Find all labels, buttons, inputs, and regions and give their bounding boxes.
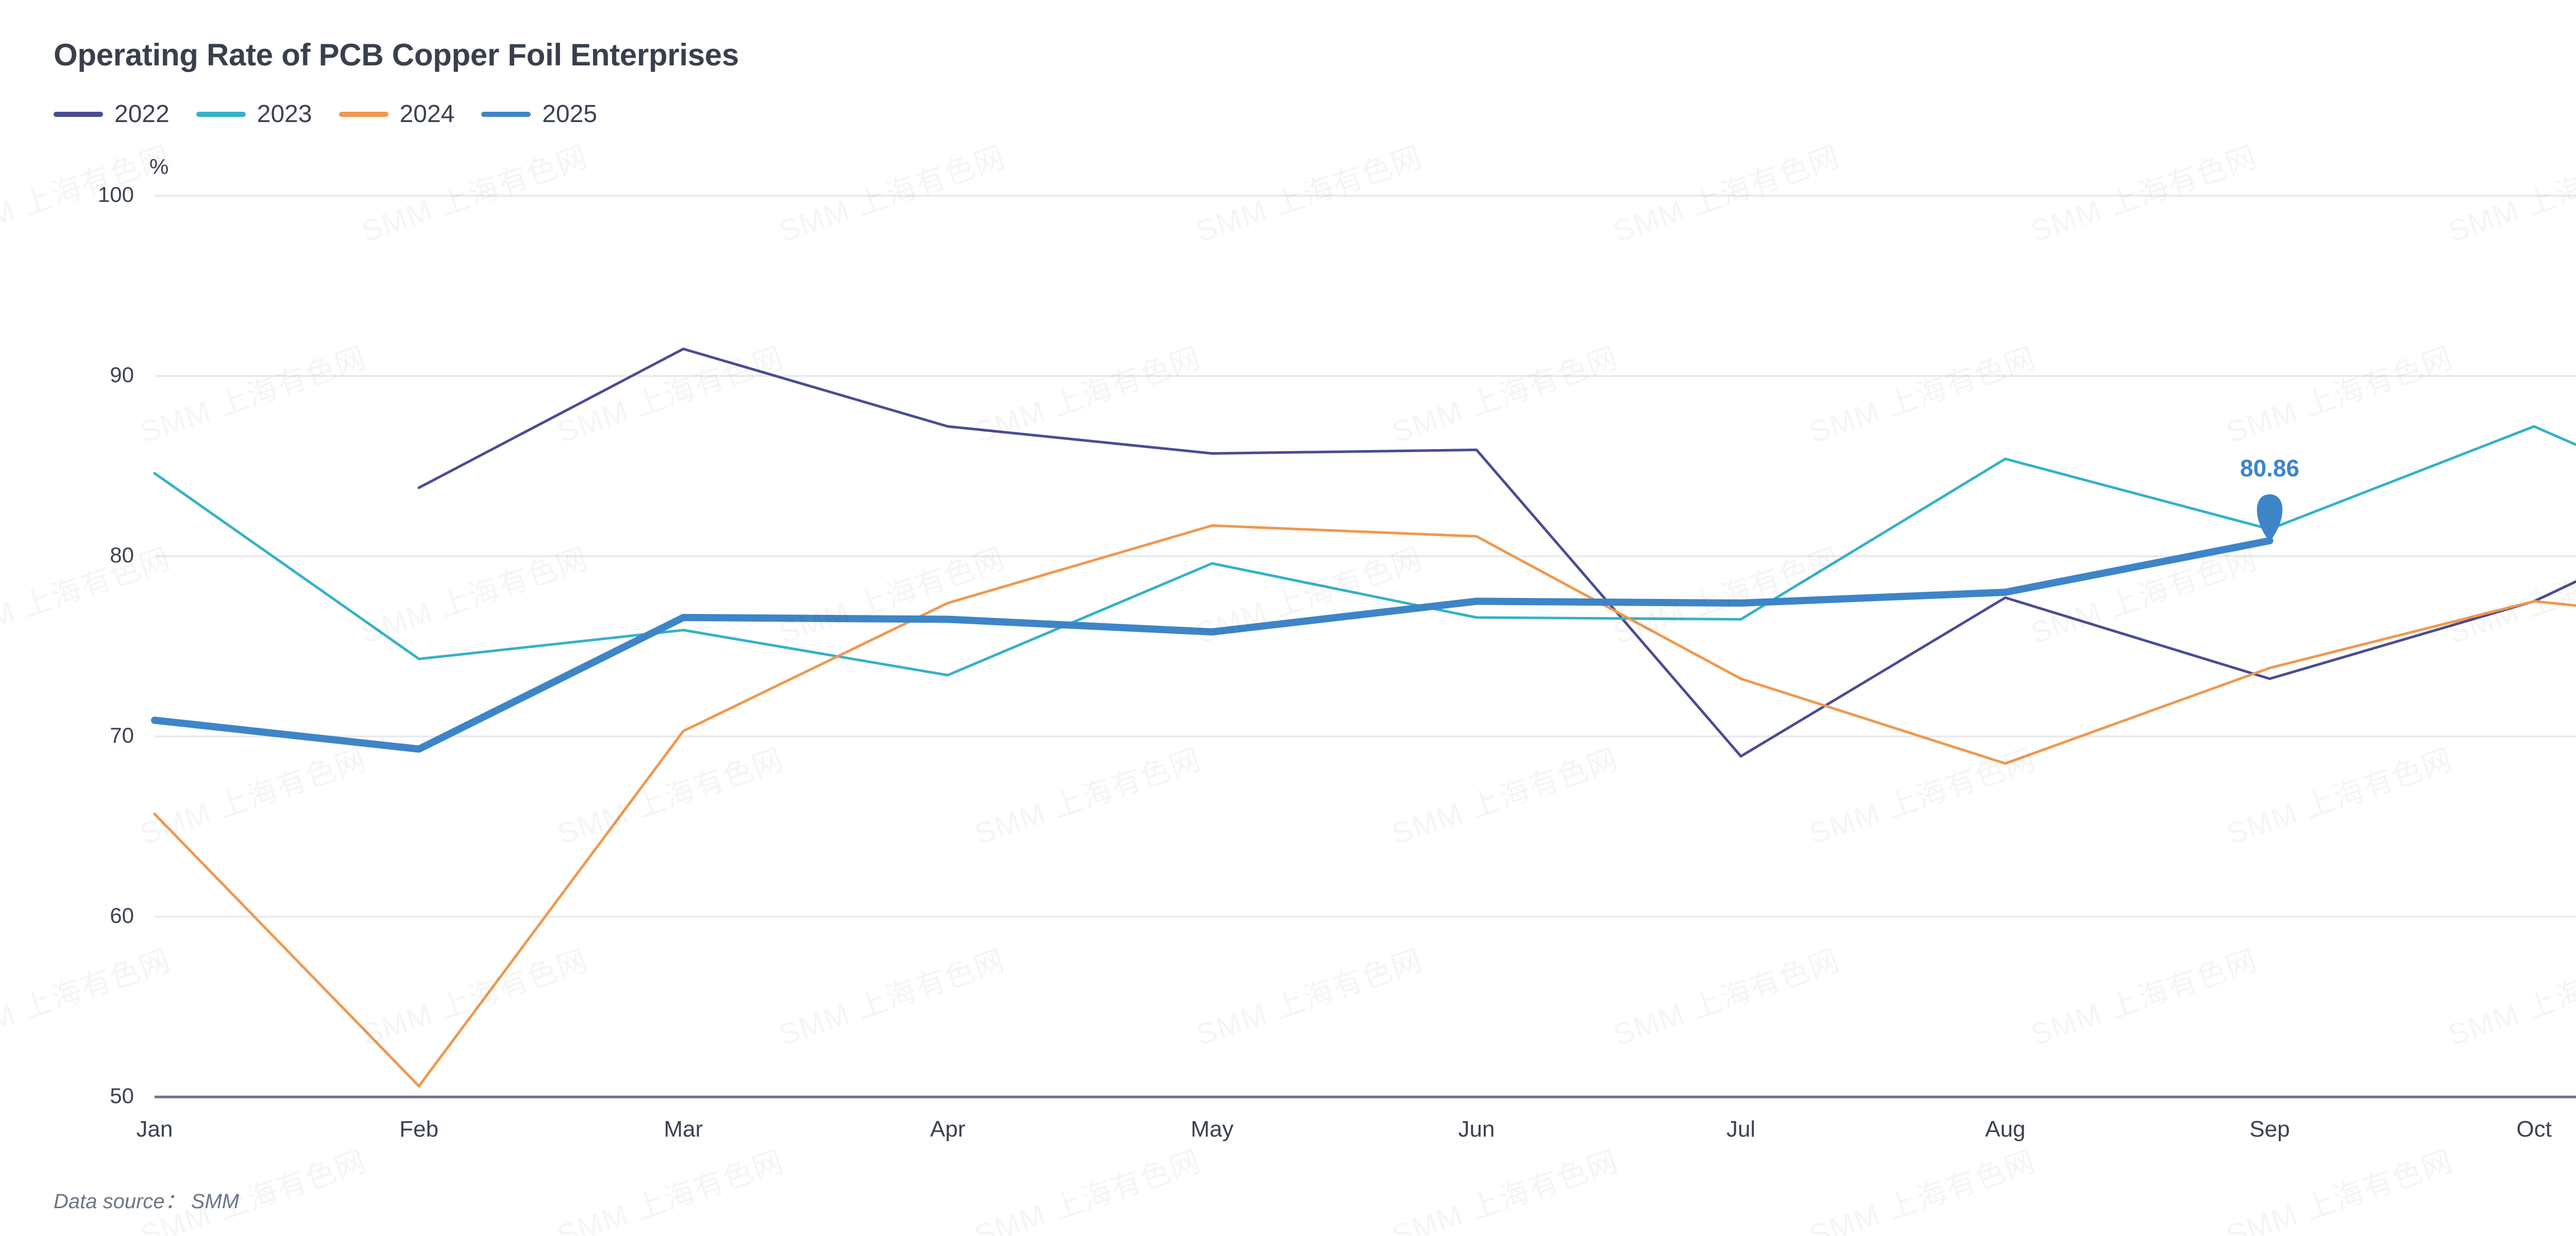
watermark-text: SMM 上海有色网 [2024, 534, 2262, 652]
watermark-text: SMM 上海有色网 [2024, 132, 2262, 250]
watermark-text: SMM 上海有色网 [968, 333, 1206, 451]
watermark-text: SMM 上海有色网 [1190, 132, 1428, 250]
watermark-text: SMM 上海有色网 [968, 1137, 1206, 1236]
legend-label-2022: 2022 [114, 100, 170, 128]
y-axis-tick-100: 100 [97, 182, 134, 207]
watermark-text: SMM 上海有色网 [2220, 333, 2458, 451]
series-line-2023 [153, 425, 2576, 677]
legend-swatch-2024 [338, 112, 388, 117]
x-axis-tick-Aug: Aug [1985, 1117, 2026, 1142]
data-point-pin-marker [2257, 494, 2283, 542]
y-axis-tick-90: 90 [110, 363, 134, 387]
series-line-2024 [153, 524, 2576, 1088]
x-axis-tick-Apr: Apr [930, 1117, 965, 1142]
y-axis-tick-70: 70 [110, 723, 134, 747]
x-axis-tick-May: May [1191, 1117, 1234, 1142]
legend-item-2024[interactable]: 2024 [338, 100, 455, 128]
watermark-text: SMM 上海有色网 [1803, 735, 2041, 853]
watermark-text: SMM 上海有色网 [2220, 735, 2458, 853]
watermark-text: SMM 上海有色网 [772, 534, 1010, 652]
legend-label-2023: 2023 [257, 100, 312, 128]
x-axis-tick-Oct: Oct [2516, 1117, 2552, 1142]
series-line-2025 [151, 537, 2274, 753]
x-axis-tick-Mar: Mar [664, 1117, 703, 1142]
watermark-text: SMM 上海有色网 [1385, 333, 1623, 451]
watermark-text: SMM 上海有色网 [1190, 534, 1428, 652]
watermark-text: SMM 上海有色网 [1607, 936, 1845, 1054]
watermark-text: SMM 上海有色网 [133, 735, 371, 853]
watermark-text: SMM 上海有色网 [1803, 1137, 2041, 1236]
watermark-text: SMM 上海有色网 [551, 735, 789, 853]
y-axis-tick-50: 50 [110, 1084, 134, 1108]
watermark-text: SMM 上海有色网 [1607, 132, 1845, 250]
y-axis-unit-label: % [149, 154, 169, 179]
data-source-footer: Data source： SMM [54, 1190, 240, 1213]
x-axis-tick-Feb: Feb [399, 1117, 439, 1142]
legend-swatch-2023 [196, 112, 246, 117]
legend-label-2024: 2024 [399, 100, 455, 128]
watermark-text: SMM 上海有色网 [2442, 132, 2576, 250]
page-title: Operating Rate of PCB Copper Foil Enterp… [54, 38, 739, 72]
watermark-text: SMM 上海有色网 [1385, 1137, 1623, 1236]
watermark-text: SMM 上海有色网 [355, 936, 593, 1054]
watermark-text: SMM 上海有色网 [2220, 1137, 2458, 1236]
x-axis-tick-Sep: Sep [2249, 1117, 2290, 1142]
watermark-text: SMM 上海有色网 [968, 735, 1206, 853]
watermark-text: SMM 上海有色网 [133, 333, 371, 451]
legend-swatch-2025 [481, 112, 531, 117]
x-axis-tick-Jun: Jun [1458, 1117, 1495, 1142]
series-line-2022 [417, 348, 2576, 758]
chart-legend: 2022 2023 2024 2025 [54, 99, 624, 130]
watermark-text: SMM 上海有色网 [2442, 534, 2576, 652]
legend-label-2025: 2025 [542, 100, 598, 128]
legend-item-2025[interactable]: 2025 [481, 102, 597, 127]
watermark-text: SMM 上海有色网 [1607, 534, 1845, 652]
watermark-text: SMM 上海有色网 [772, 936, 1010, 1054]
legend-swatch-2022 [54, 112, 103, 117]
watermark-text: SMM 上海有色网 [551, 333, 789, 451]
legend-item-2023[interactable]: 2023 [196, 102, 312, 127]
watermark-text: SMM 上海有色网 [2024, 936, 2262, 1054]
watermark-text: SMM 上海有色网 [551, 1137, 789, 1236]
watermark-text: SMM 上海有色网 [2442, 936, 2576, 1054]
watermark-text: SMM 上海有色网 [1803, 333, 2041, 451]
watermark-text: SMM 上海有色网 [355, 534, 593, 652]
watermark-text: SMM 上海有色网 [0, 936, 176, 1054]
y-axis-tick-80: 80 [110, 543, 134, 567]
watermark-text: SMM 上海有色网 [1190, 936, 1428, 1054]
y-axis-tick-60: 60 [110, 903, 134, 928]
watermark-text: SMM 上海有色网 [355, 132, 593, 250]
watermark-text: SMM 上海有色网 [772, 132, 1010, 250]
watermark-text: SMM 上海有色网 [1385, 735, 1623, 853]
data-point-value-label: 80.86 [2240, 454, 2300, 482]
x-axis-tick-Jul: Jul [1726, 1117, 1756, 1142]
legend-item-2022[interactable]: 2022 [54, 102, 170, 127]
x-axis-tick-Jan: Jan [136, 1117, 173, 1142]
